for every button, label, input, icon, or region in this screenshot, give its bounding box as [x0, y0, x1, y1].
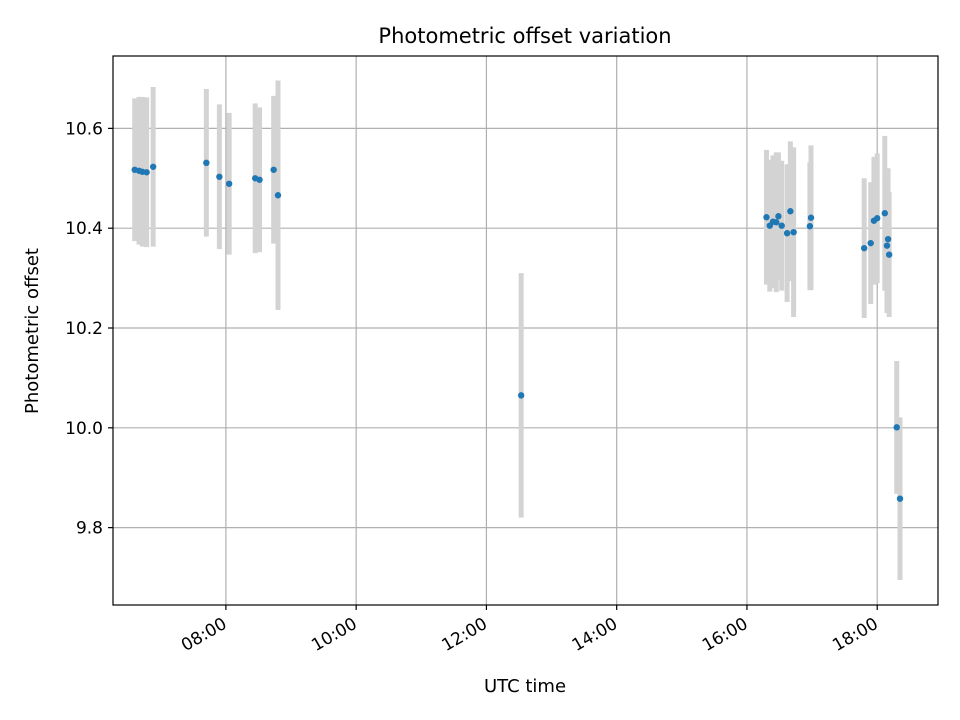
data-point [896, 495, 904, 502]
data-point [517, 392, 525, 399]
data-point [783, 229, 791, 237]
y-tick-label: 9.8 [76, 519, 103, 539]
y-tick-label: 10.4 [65, 219, 103, 239]
data-point [885, 251, 893, 258]
data-point [216, 173, 223, 180]
data-point [807, 214, 815, 221]
data-point [790, 228, 797, 236]
data-point [806, 222, 814, 230]
data-point [274, 192, 282, 199]
data-point [867, 239, 874, 247]
data-point [270, 166, 277, 173]
x-axis-title: UTC time [484, 676, 566, 697]
data-point [773, 218, 780, 226]
grid [113, 56, 938, 605]
data-point [881, 210, 889, 217]
data-point [256, 176, 263, 183]
data-point [149, 163, 157, 170]
y-tick-label: 10.2 [65, 319, 103, 339]
plot-area-frame [112, 55, 939, 606]
chart-title: Photometric offset variation [378, 24, 671, 48]
data-point [893, 424, 900, 431]
data-point [203, 159, 210, 167]
y-tick-label: 10.0 [65, 419, 103, 439]
data-point [860, 244, 868, 252]
data-point [143, 169, 150, 176]
y-axis-ticks: 9.8 10.0 10.2 10.4 10.6 [65, 119, 113, 539]
data-point [775, 213, 782, 220]
data-point [874, 215, 881, 222]
y-tick-label: 10.6 [65, 119, 103, 139]
data-point [225, 180, 233, 187]
data-point [884, 235, 892, 243]
data-points [131, 159, 904, 502]
data-point [883, 242, 891, 249]
y-axis-title: Photometric offset [22, 248, 43, 414]
data-point [763, 214, 770, 221]
data-point [778, 222, 785, 229]
data-point [787, 208, 794, 215]
